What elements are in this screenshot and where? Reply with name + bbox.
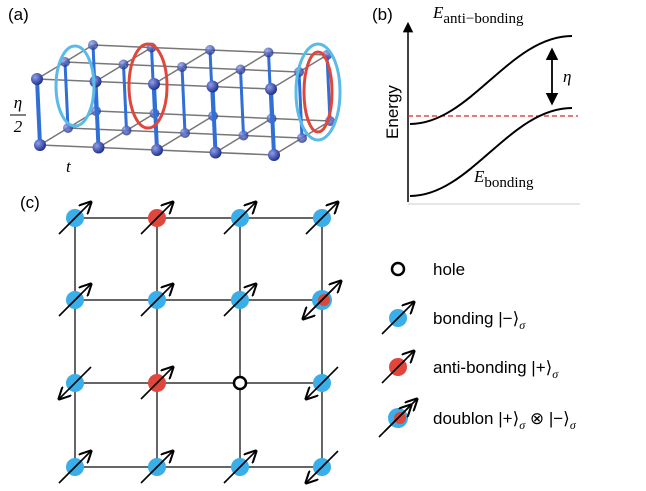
lower-band-label: Ebonding [473, 167, 534, 191]
panel-label: (a) [8, 5, 29, 24]
hole-icon [392, 263, 404, 275]
site [88, 40, 98, 50]
panel-label: (b) [372, 5, 393, 24]
figure: (a) η 2 t (b) Energy η Eanti−bonding Ebo… [0, 0, 646, 491]
doublon-icon [394, 412, 406, 424]
bond [271, 89, 274, 155]
bond [65, 62, 68, 128]
text: anti-bonding |+⟩ [433, 358, 552, 377]
site [210, 147, 222, 159]
bond [213, 87, 216, 153]
site [31, 73, 43, 85]
legend-label: doublon |+⟩σ ⊗ |−⟩σ [433, 409, 577, 432]
spin-arrow [382, 302, 414, 334]
upper-band [410, 36, 572, 124]
site [207, 81, 219, 93]
doublon [318, 294, 330, 306]
bond [154, 84, 157, 150]
text: ⊗ |−⟩ [525, 409, 570, 428]
ladder-lattice [31, 40, 340, 161]
bond [299, 72, 302, 138]
site [239, 131, 249, 141]
site [122, 126, 132, 136]
text: bonding |−⟩ [433, 309, 519, 328]
site [34, 139, 46, 151]
subscript: bonding [484, 175, 534, 191]
site [205, 45, 215, 55]
subscript: σ [570, 418, 577, 432]
bond [241, 70, 244, 136]
site [236, 65, 246, 75]
coupling-denominator: 2 [14, 117, 23, 136]
site [148, 78, 160, 90]
panel-label: (c) [20, 193, 40, 212]
site [151, 144, 163, 156]
site [93, 142, 105, 154]
spin-arrow [382, 351, 414, 383]
bond [124, 65, 127, 131]
site [297, 133, 307, 143]
coupling-numerator: η [14, 93, 22, 112]
subscript: σ [552, 367, 559, 381]
legend-label: bonding |−⟩σ [433, 309, 526, 332]
site [177, 62, 187, 72]
symbol: E [473, 167, 485, 186]
hole [234, 377, 246, 389]
site [90, 76, 102, 88]
bond [37, 79, 40, 145]
site [265, 83, 277, 95]
highlight [56, 46, 94, 126]
highlight [129, 44, 167, 128]
legend: hole bonding |−⟩σ anti-bonding |+⟩σ doub… [379, 260, 577, 437]
subscript: σ [519, 318, 526, 332]
upper-band-label: Eanti−bonding [432, 3, 524, 27]
legend-label: anti-bonding |+⟩σ [433, 358, 559, 381]
y-axis-label: Energy [383, 85, 402, 139]
bond [96, 82, 99, 148]
bond [182, 67, 185, 133]
subscript: anti−bonding [443, 11, 524, 27]
hopping-label: t [66, 157, 72, 176]
square-lattice [59, 202, 341, 483]
site [264, 48, 274, 58]
symbol: E [432, 3, 444, 22]
site [119, 60, 129, 70]
site [180, 128, 190, 138]
legend-label: hole [433, 260, 465, 279]
text: doublon |+⟩ [433, 409, 519, 428]
gap-label: η [563, 67, 571, 86]
site [268, 149, 280, 161]
